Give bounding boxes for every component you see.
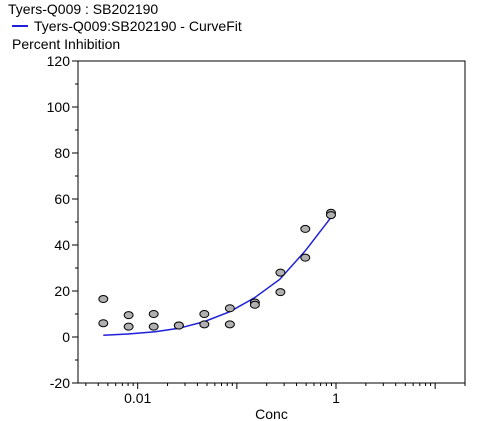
data-point	[173, 321, 184, 330]
x-axis-label: Conc	[255, 406, 288, 421]
y-tick-label: 0	[62, 329, 70, 345]
legend: Tyers-Q009:SB202190 - CurveFit	[12, 18, 242, 34]
curve-fit-line	[103, 216, 332, 336]
data-point	[224, 304, 235, 313]
y-tick-label: 60	[54, 191, 70, 207]
data-point	[148, 322, 159, 331]
data-point	[148, 310, 159, 318]
x-tick-label: 0.01	[124, 390, 151, 406]
y-axis: -20 0 20 40 60 80 100 120	[47, 53, 78, 391]
y-tick-label: 20	[54, 283, 70, 299]
data-point	[98, 319, 109, 328]
y-tick-label: 100	[47, 99, 71, 115]
data-point	[275, 268, 286, 277]
chart-title: Tyers-Q009 : SB202190	[8, 1, 159, 17]
data-point	[300, 224, 311, 233]
data-point	[123, 311, 134, 320]
y-tick-label: -20	[50, 375, 70, 391]
y-tick-label: 80	[54, 145, 70, 161]
data-point	[300, 253, 311, 262]
data-point	[325, 211, 336, 220]
legend-swatch-curvefit	[12, 25, 28, 27]
data-point	[123, 322, 134, 331]
data-point	[98, 295, 109, 304]
data-points-series	[98, 208, 336, 331]
plot-frame	[77, 60, 466, 384]
data-point	[199, 320, 210, 329]
x-tick-label: 1	[332, 390, 340, 406]
curve-fit-series	[103, 216, 332, 336]
y-axis-label: Percent Inhibition	[12, 36, 121, 52]
legend-label-curvefit: Tyers-Q009:SB202190 - CurveFit	[34, 18, 242, 34]
data-point	[199, 310, 210, 318]
data-point	[249, 300, 260, 309]
y-tick-label: 120	[47, 53, 71, 69]
data-point	[224, 320, 235, 329]
x-axis: 0.01 1	[85, 383, 466, 406]
y-tick-label: 40	[54, 237, 70, 253]
data-point	[275, 288, 286, 297]
